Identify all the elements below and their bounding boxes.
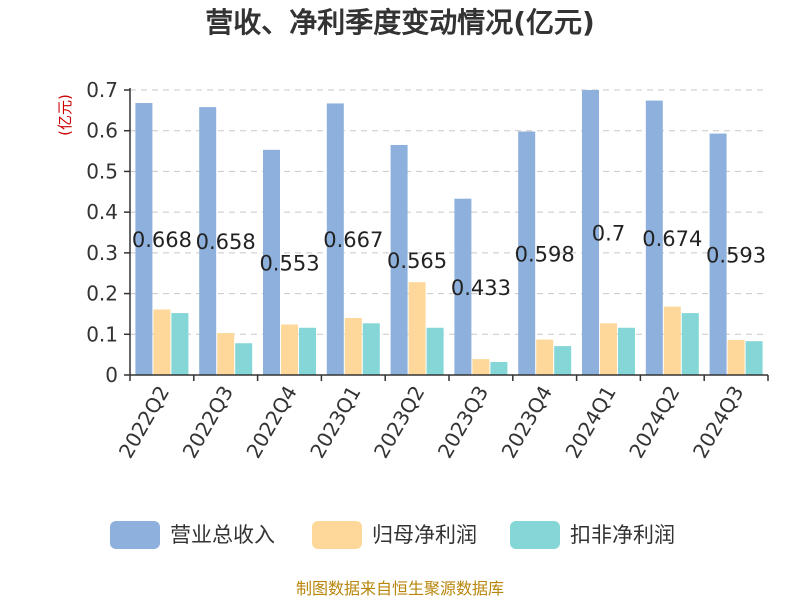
y-tick-label: 0.4 xyxy=(86,200,118,224)
data-label: 0.565 xyxy=(387,249,447,273)
bar xyxy=(362,323,380,375)
legend-label: 归母净利润 xyxy=(372,523,477,547)
y-tick-label: 0.1 xyxy=(86,322,118,346)
x-tick-label: 2024Q1 xyxy=(560,382,620,463)
data-label: 0.593 xyxy=(706,243,766,267)
bar xyxy=(727,339,745,375)
data-label: 0.433 xyxy=(451,276,511,300)
x-tick-label: 2023Q4 xyxy=(497,382,557,463)
data-label: 0.7 xyxy=(592,222,625,246)
x-tick-label: 2022Q3 xyxy=(178,382,238,463)
legend-swatch xyxy=(110,521,160,549)
bar xyxy=(454,198,472,375)
y-tick-label: 0.2 xyxy=(86,282,118,306)
bar xyxy=(217,333,235,375)
x-tick-label: 2023Q3 xyxy=(433,382,493,463)
x-tick-label: 2022Q2 xyxy=(114,382,174,463)
bar xyxy=(390,144,408,375)
legend: 营业总收入 归母净利润 扣非净利润 xyxy=(110,521,675,549)
bar xyxy=(582,90,599,375)
y-axis-ticks: 0 0.1 0.2 0.3 0.4 0.5 0.6 0.7 xyxy=(86,78,130,387)
source-note: 制图数据来自恒生聚源数据库 xyxy=(296,579,504,598)
bar xyxy=(618,327,635,375)
bar xyxy=(135,103,153,376)
bar xyxy=(235,343,253,375)
bar xyxy=(171,313,189,375)
y-axis-unit-label: (亿元) xyxy=(56,94,74,136)
bar xyxy=(281,324,298,375)
legend-label: 营业总收入 xyxy=(170,523,275,547)
bar xyxy=(472,359,490,375)
y-tick-label: 0.6 xyxy=(86,119,118,143)
bar xyxy=(426,327,444,375)
bars xyxy=(135,90,763,376)
data-label: 0.674 xyxy=(642,227,702,251)
bar xyxy=(326,103,344,375)
legend-swatch xyxy=(312,521,362,549)
x-tick-label: 2023Q2 xyxy=(369,382,429,463)
legend-swatch xyxy=(510,521,560,549)
bar xyxy=(645,100,663,375)
bar xyxy=(299,327,316,375)
y-tick-label: 0.7 xyxy=(86,78,118,102)
x-tick-label: 2022Q4 xyxy=(241,382,301,463)
bar xyxy=(344,318,362,375)
y-tick-label: 0.3 xyxy=(86,241,118,265)
data-label: 0.658 xyxy=(196,230,256,254)
bar xyxy=(709,133,727,375)
bar xyxy=(490,361,508,375)
x-axis-ticks: 2022Q2 2022Q3 2022Q4 2023Q1 2023Q2 2023Q3 2023… xyxy=(114,375,769,463)
chart-title: 营收、净利季度变动情况(亿元) xyxy=(205,6,595,39)
x-tick-label: 2024Q2 xyxy=(624,382,684,463)
bar xyxy=(199,107,217,375)
bar xyxy=(536,339,554,375)
data-label: 0.553 xyxy=(259,251,319,275)
bar xyxy=(408,282,426,375)
data-label: 0.598 xyxy=(515,242,575,266)
bar xyxy=(263,149,280,375)
y-tick-label: 0.5 xyxy=(86,159,118,183)
y-tick-label: 0 xyxy=(105,363,118,387)
bar xyxy=(663,306,681,375)
x-tick-label: 2023Q1 xyxy=(305,382,365,463)
x-tick-label: 2024Q3 xyxy=(688,382,748,463)
legend-label: 扣非净利润 xyxy=(570,523,675,547)
bar xyxy=(518,131,536,375)
bar xyxy=(681,313,699,375)
data-label: 0.668 xyxy=(132,228,192,252)
bar xyxy=(153,309,171,375)
bar xyxy=(745,341,763,375)
bar xyxy=(600,323,617,375)
grid-lines xyxy=(130,89,768,335)
data-label: 0.667 xyxy=(323,228,383,252)
bar xyxy=(554,346,572,375)
